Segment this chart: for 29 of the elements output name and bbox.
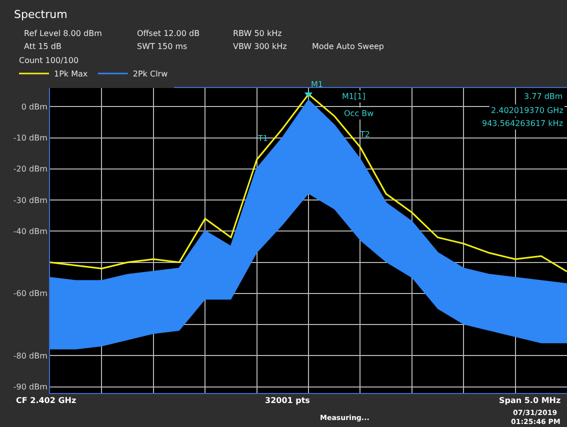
text: Mode Auto Sweep bbox=[312, 42, 384, 51]
line-series bbox=[50, 92, 567, 272]
text: RBW 50 kHz bbox=[233, 29, 282, 38]
y-tick-label: -40 dBm bbox=[13, 226, 48, 236]
y-tick-label: -90 dBm bbox=[13, 382, 48, 392]
text: Count 100/100 bbox=[19, 56, 79, 65]
annotation: 943.564263617 kHz bbox=[482, 119, 564, 128]
y-tick-label: -10 dBm bbox=[13, 134, 48, 143]
text: Offset 12.00 dB bbox=[137, 29, 200, 38]
text: CF 2.402 GHz bbox=[16, 396, 76, 405]
annotation: M1[1] bbox=[342, 92, 366, 101]
y-tick-label: -20 dBm bbox=[13, 164, 48, 174]
annotation: Occ Bw bbox=[344, 109, 374, 118]
y-tick-label: -30 dBm bbox=[13, 196, 48, 205]
text: Span 5.0 MHz bbox=[499, 396, 561, 405]
text: SWT 150 ms bbox=[137, 42, 188, 51]
text: Att 15 dB bbox=[24, 42, 62, 51]
y-tick-label: 0 dBm bbox=[21, 102, 48, 112]
chart-title: Spectrum bbox=[14, 8, 68, 21]
annotation: M1 bbox=[311, 80, 323, 89]
y-tick-label: -80 dBm bbox=[13, 351, 48, 360]
text: Ref Level 8.00 dBm bbox=[24, 29, 102, 38]
text: VBW 300 kHz bbox=[233, 42, 287, 51]
legend-label: 2Pk Clrw bbox=[132, 70, 168, 79]
text: 32001 pts bbox=[265, 396, 310, 405]
annotation: 2.402019370 GHz bbox=[491, 106, 564, 115]
annotation: 3.77 dBm bbox=[524, 92, 563, 101]
legend-label: 1Pk Max bbox=[54, 70, 88, 79]
y-tick-label: -60 dBm bbox=[13, 289, 48, 298]
